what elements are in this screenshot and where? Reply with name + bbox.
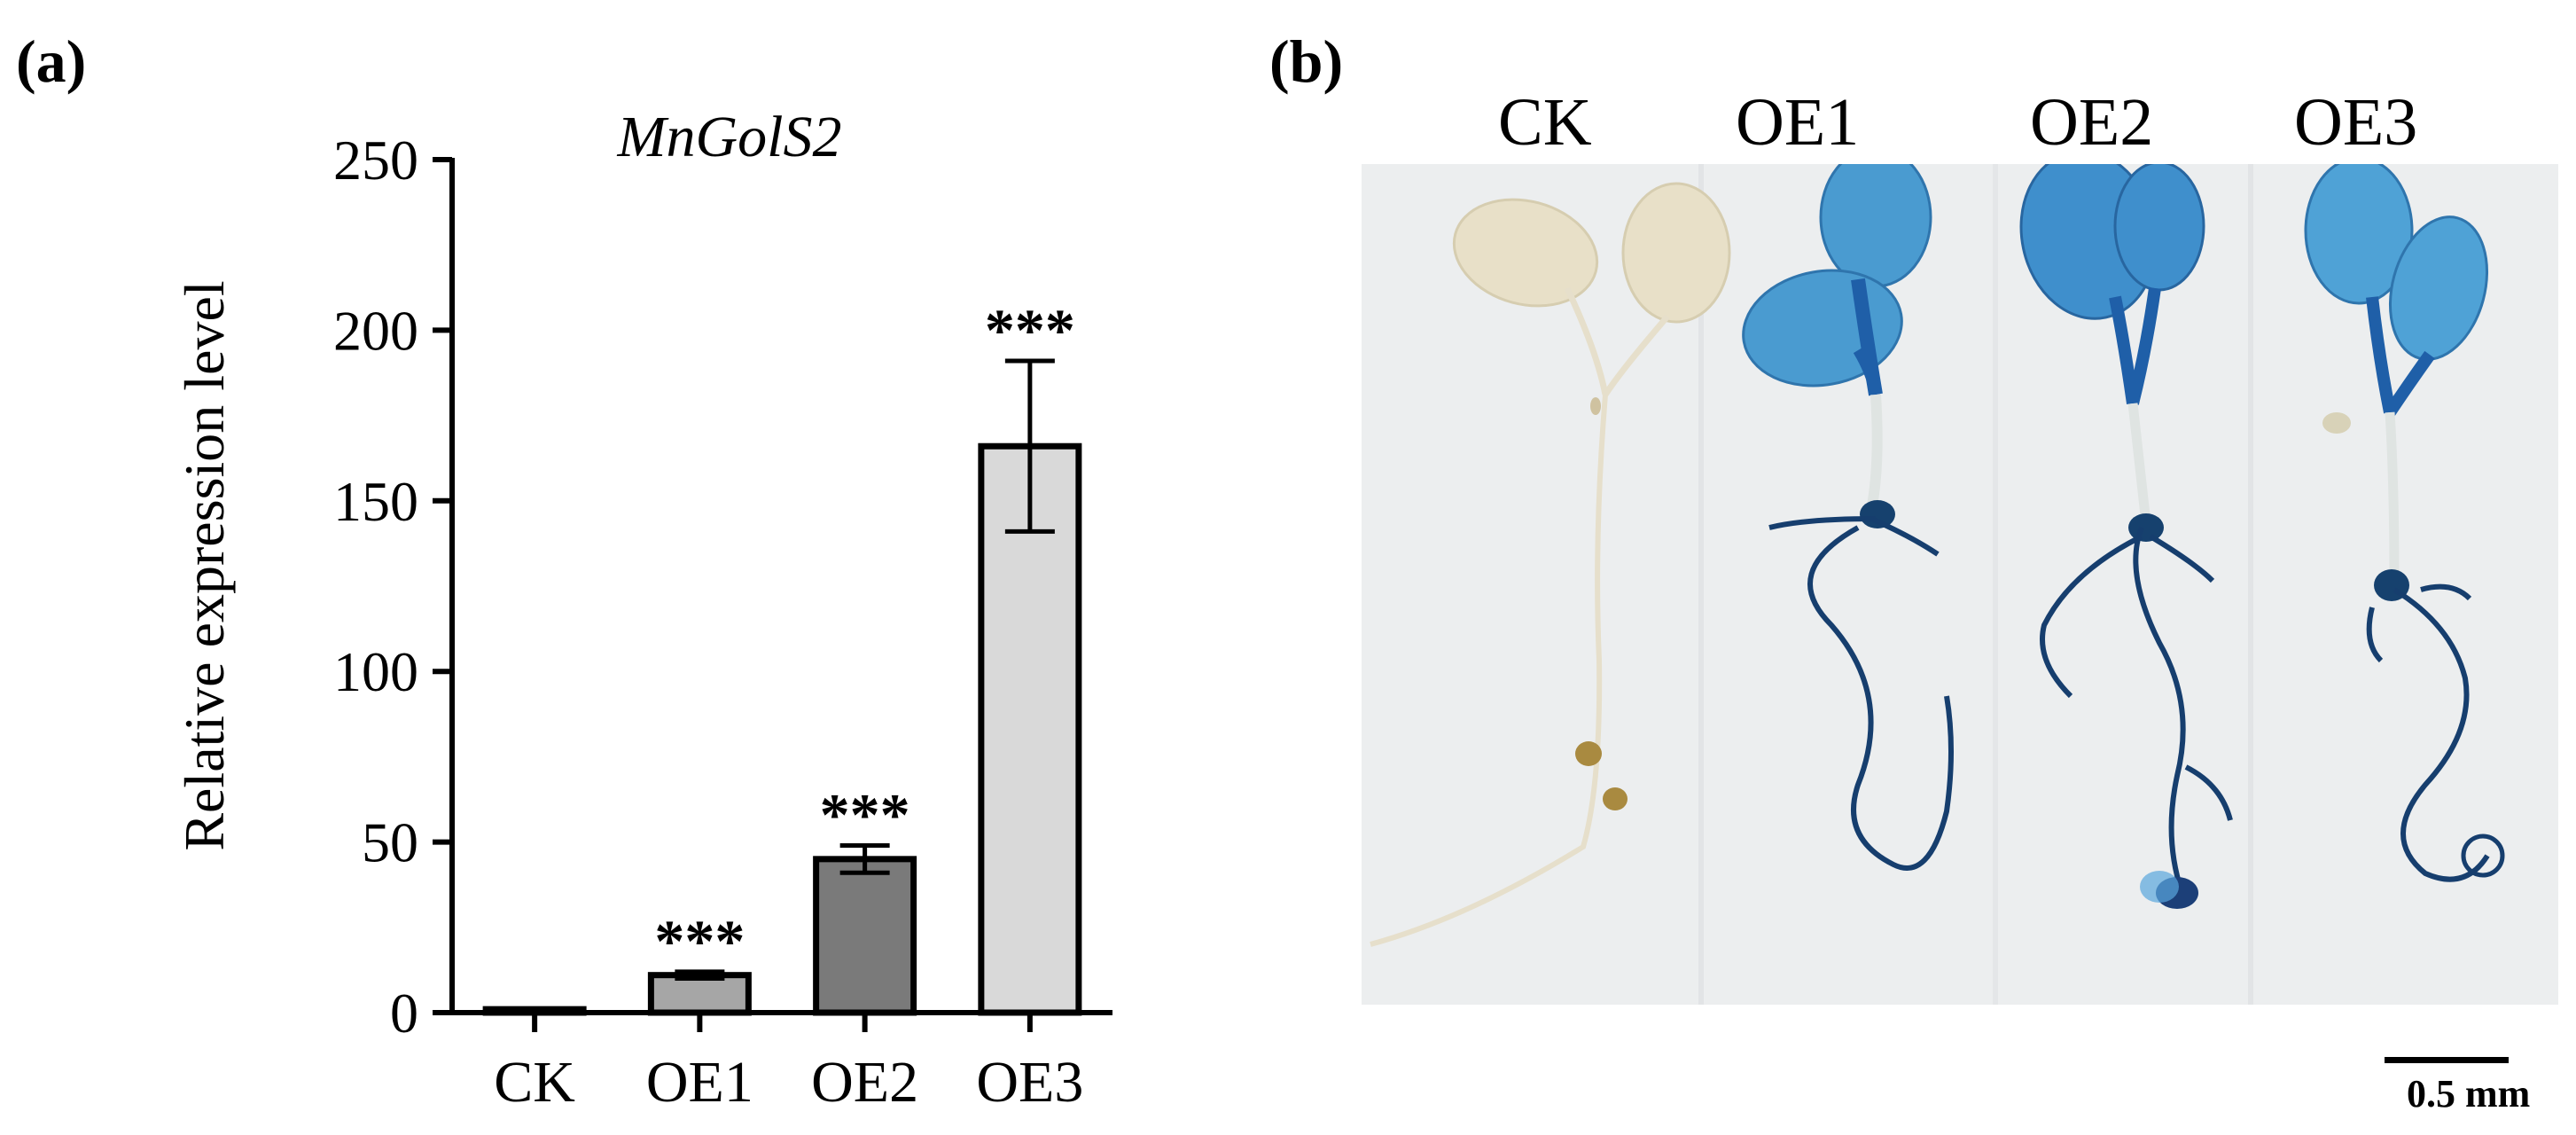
bar-chart: MnGolS2 Relative expression level 0 50 100… — [173, 105, 1112, 1115]
bars: *** *** *** — [482, 296, 1082, 1016]
y-tick-label: 150 — [333, 470, 418, 533]
seedling-oe3 — [2304, 164, 2505, 882]
seedling-ck — [1370, 182, 1731, 947]
y-tick-label: 250 — [333, 129, 418, 192]
bar-ck — [482, 1006, 587, 1016]
seedling-label-oe3: OE3 — [2294, 85, 2418, 160]
significance-label: *** — [654, 907, 745, 975]
y-tick-label: 100 — [333, 640, 418, 703]
y-axis: 0 50 100 150 200 250 — [333, 129, 455, 1045]
scale-bar-label: 0.5 mm — [2407, 1072, 2531, 1115]
seedling-label-oe1: OE1 — [1736, 85, 1860, 160]
bar-oe1 — [647, 972, 752, 1016]
seedling-oe2 — [2019, 164, 2233, 909]
seedling-oe1 — [1742, 164, 1954, 871]
y-tick-label: 0 — [390, 982, 418, 1045]
scale-bar — [2385, 1057, 2509, 1063]
y-axis-label: Relative expression level — [173, 280, 236, 850]
seedling-label-ck: CK — [1498, 85, 1592, 160]
x-tick-label: OE1 — [646, 1050, 753, 1115]
x-tick-label: OE2 — [811, 1050, 918, 1115]
x-axis: CK OE1 OE2 OE3 — [449, 1010, 1112, 1115]
bar-oe2 — [813, 856, 917, 1016]
x-tick-label: CK — [494, 1050, 575, 1115]
seedling-label-oe2: OE2 — [2030, 85, 2154, 160]
y-tick-label: 50 — [362, 811, 418, 874]
x-tick-label: OE3 — [976, 1050, 1083, 1115]
chart-title: MnGolS2 — [617, 105, 842, 169]
panel-label-b: (b) — [1269, 27, 1344, 95]
y-tick-label: 200 — [333, 299, 418, 362]
seedling-photo — [1362, 164, 2558, 1005]
panel-label-a: (a) — [16, 27, 87, 95]
significance-label: *** — [985, 296, 1075, 364]
significance-label: *** — [820, 780, 910, 848]
